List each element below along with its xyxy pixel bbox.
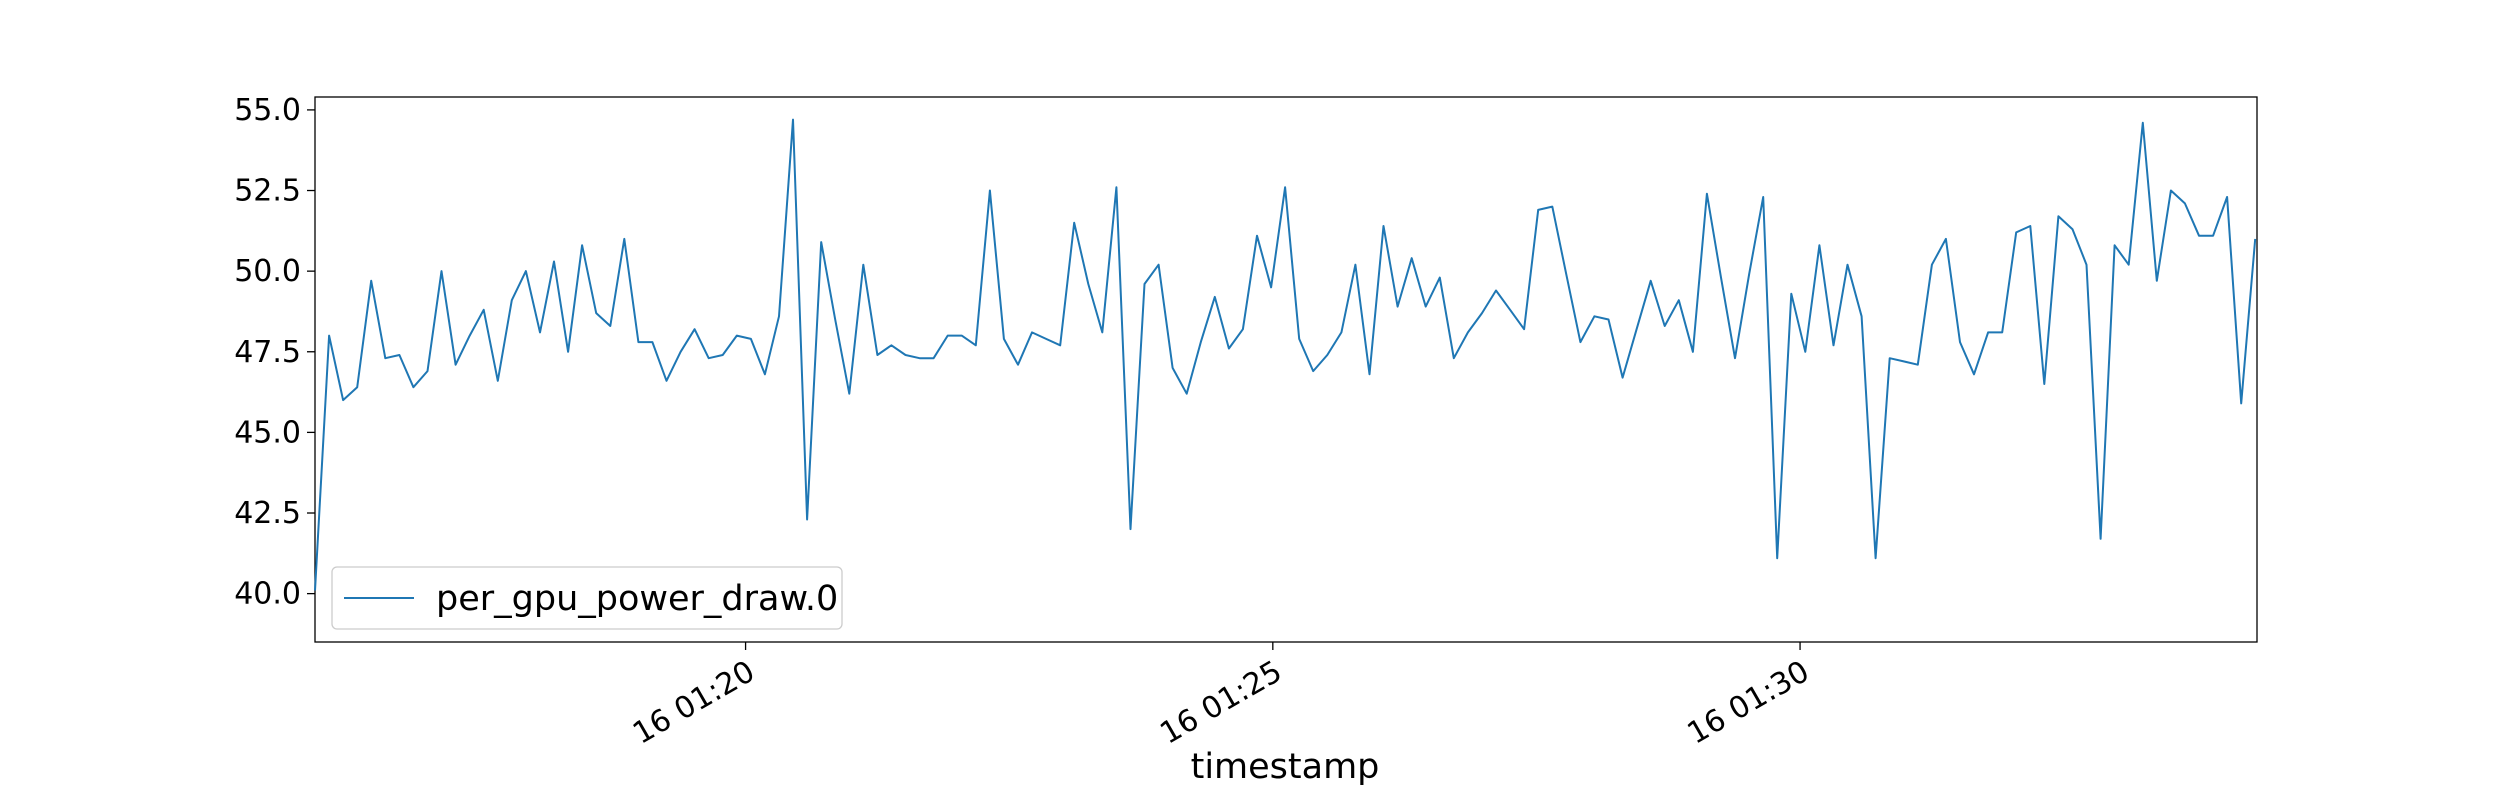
y-tick-label: 45.0	[234, 415, 301, 450]
x-tick-label: 16 01:20	[627, 654, 761, 751]
y-tick-label: 47.5	[234, 335, 301, 370]
axes-frame	[314, 96, 2258, 643]
y-tick-label: 50.0	[234, 254, 301, 289]
x-tick-label: 16 01:30	[1682, 654, 1816, 751]
legend-box	[331, 566, 843, 630]
legend-label: per_gpu_power_draw.0	[436, 579, 838, 619]
y-tick-label: 55.0	[234, 93, 301, 128]
y-axis: 40.0 42.5 45.0 47.5 50.0 52.5 55.0	[234, 93, 315, 612]
x-axis: 16 01:20 16 01:25 16 01:30	[627, 642, 1815, 751]
y-tick-label: 40.0	[234, 577, 301, 612]
y-tick-label: 42.5	[234, 496, 301, 531]
plot-area	[314, 96, 2258, 643]
legend: per_gpu_power_draw.0	[331, 566, 843, 630]
y-tick-label: 52.5	[234, 174, 301, 209]
x-axis-label: timestamp	[1191, 747, 1380, 787]
series-line-per_gpu_power_draw.0	[314, 118, 2257, 591]
x-tick-label: 16 01:25	[1154, 654, 1288, 751]
